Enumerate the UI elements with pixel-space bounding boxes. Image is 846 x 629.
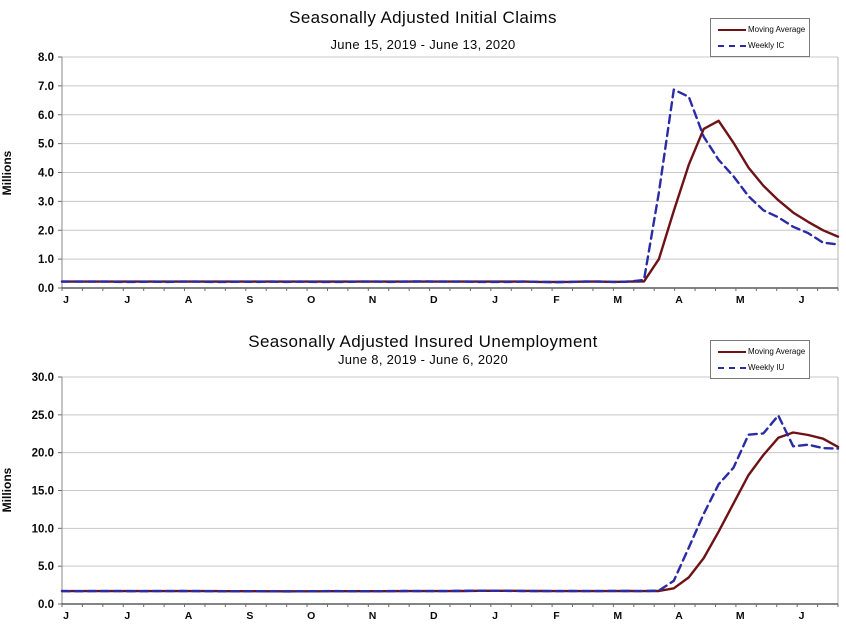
legend-label: Moving Average (748, 25, 806, 34)
svg-text:S: S (246, 294, 253, 306)
svg-text:4.0: 4.0 (38, 168, 54, 180)
svg-text:N: N (369, 610, 377, 622)
svg-text:8.0: 8.0 (38, 52, 54, 64)
legend-entry-weekly-ic: Weekly IC (718, 41, 805, 50)
moving-average-line-icon (718, 350, 746, 353)
legend-entry-moving-average: Moving Average (718, 25, 805, 34)
svg-text:J: J (492, 294, 498, 306)
weekly-dashed-line-icon (718, 366, 746, 369)
svg-text:5.0: 5.0 (38, 139, 54, 151)
svg-text:0.0: 0.0 (38, 283, 54, 295)
svg-text:A: A (185, 294, 193, 306)
svg-text:10.0: 10.0 (32, 523, 54, 535)
svg-text:O: O (307, 610, 315, 622)
svg-text:J: J (63, 294, 69, 306)
svg-text:F: F (553, 610, 560, 622)
svg-text:7.0: 7.0 (38, 81, 54, 93)
svg-text:N: N (369, 294, 377, 306)
svg-text:M: M (736, 610, 745, 622)
svg-text:25.0: 25.0 (32, 410, 54, 422)
svg-text:D: D (430, 610, 438, 622)
svg-text:1.0: 1.0 (38, 254, 54, 266)
svg-text:M: M (613, 294, 622, 306)
svg-text:O: O (307, 294, 315, 306)
svg-text:A: A (185, 610, 193, 622)
svg-text:M: M (736, 294, 745, 306)
svg-text:20.0: 20.0 (32, 448, 54, 460)
insured-unemployment-chart: 0.0 5.0 10.0 15.0 20.0 25.0 30.0 J J A S O N D J F M A M J … (0, 320, 846, 629)
svg-text:F: F (553, 294, 560, 306)
svg-text:J: J (799, 610, 805, 622)
weekly-dashed-line-icon (718, 44, 746, 47)
initial-claims-chart: 0.0 1.0 2.0 3.0 4.0 5.0 6.0 7.0 8.0 J J A S O N D J F M A M J… (0, 8, 840, 306)
svg-text:J: J (124, 610, 130, 622)
svg-text:3.0: 3.0 (38, 196, 54, 208)
chart-title: Seasonally Adjusted Insured Unemployment (248, 332, 598, 351)
chart-title: Seasonally Adjusted Initial Claims (289, 8, 557, 27)
svg-text:S: S (246, 610, 253, 622)
svg-text:2.0: 2.0 (38, 225, 54, 237)
svg-text:0.0: 0.0 (38, 599, 54, 611)
legend-label: Weekly IU (748, 363, 785, 372)
legend: Moving Average Weekly IC (710, 18, 810, 57)
svg-text:D: D (430, 294, 438, 306)
svg-text:J: J (492, 610, 498, 622)
initial-claims-plot-area: 0.0 1.0 2.0 3.0 4.0 5.0 6.0 7.0 8.0 J J A S O N D J F M A M J (38, 52, 840, 306)
svg-text:30.0: 30.0 (32, 372, 54, 384)
svg-text:M: M (613, 610, 622, 622)
svg-text:J: J (124, 294, 130, 306)
svg-text:J: J (63, 610, 69, 622)
y-axis-label: Millions (0, 467, 14, 513)
svg-text:6.0: 6.0 (38, 110, 54, 122)
svg-text:A: A (675, 610, 683, 622)
moving-average-line-icon (718, 28, 746, 31)
legend-label: Moving Average (748, 347, 806, 356)
svg-text:A: A (675, 294, 683, 306)
svg-text:5.0: 5.0 (38, 561, 54, 573)
chart-subtitle: June 15, 2019 - June 13, 2020 (330, 37, 516, 52)
legend-entry-moving-average: Moving Average (718, 347, 805, 356)
y-axis-label: Millions (0, 150, 14, 196)
insured-unemployment-plot-area: 0.0 5.0 10.0 15.0 20.0 25.0 30.0 J J A S O N D J F M A M J (32, 372, 840, 622)
svg-text:J: J (799, 294, 805, 306)
legend-entry-weekly-iu: Weekly IU (718, 363, 805, 372)
svg-text:15.0: 15.0 (32, 486, 54, 498)
legend-label: Weekly IC (748, 41, 785, 50)
legend: Moving Average Weekly IU (710, 340, 810, 379)
chart-subtitle: June 8, 2019 - June 6, 2020 (337, 352, 508, 367)
